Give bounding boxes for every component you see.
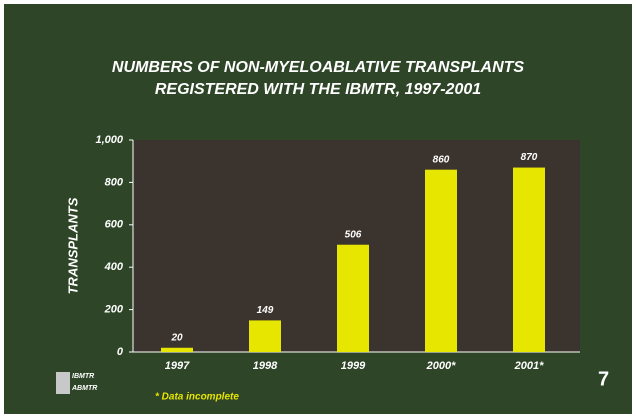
x-tick-label: 1999 <box>341 360 366 372</box>
y-axis-label: TRANSPLANTS <box>65 197 80 294</box>
x-tick-label: 1997 <box>165 360 190 372</box>
value-label: 20 <box>170 332 183 343</box>
chart-title: REGISTERED WITH THE IBMTR, 1997-2001 <box>155 81 481 98</box>
value-label: 149 <box>257 305 274 316</box>
logo-text: IBMTR <box>72 373 94 380</box>
bar <box>249 320 281 352</box>
chart-title: NUMBERS OF NON-MYELOABLATIVE TRANSPLANTS <box>112 59 524 76</box>
bar <box>513 167 545 352</box>
logo-icon <box>56 372 70 394</box>
y-tick-label: 800 <box>105 176 124 188</box>
logo-text: ABMTR <box>71 385 97 392</box>
y-tick-label: 0 <box>117 346 124 358</box>
bar <box>337 244 369 352</box>
value-label: 870 <box>521 152 538 163</box>
page-number: 7 <box>598 368 609 390</box>
bar <box>425 169 457 352</box>
value-label: 506 <box>345 229 362 240</box>
y-tick-label: 400 <box>104 261 124 273</box>
y-tick-label: 1,000 <box>95 134 123 146</box>
value-label: 860 <box>433 154 450 165</box>
y-tick-label: 600 <box>105 219 124 231</box>
x-tick-label: 2001* <box>514 360 544 372</box>
y-tick-label: 200 <box>104 304 124 316</box>
x-tick-label: 1998 <box>253 360 278 372</box>
footnote: * Data incomplete <box>155 392 239 403</box>
bar <box>161 347 193 352</box>
x-tick-label: 2000* <box>426 360 456 372</box>
